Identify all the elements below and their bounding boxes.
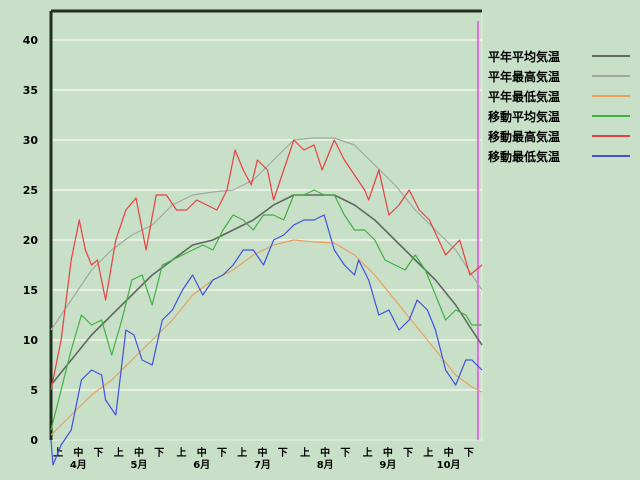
x-dekad-label: 下 bbox=[154, 447, 164, 459]
legend-swatch bbox=[592, 75, 630, 77]
legend-swatch bbox=[592, 135, 630, 137]
x-month-label: 4月 bbox=[70, 459, 87, 471]
legend-swatch bbox=[592, 95, 630, 97]
y-tick-label: 35 bbox=[23, 84, 38, 97]
series-line-1 bbox=[50, 194, 483, 386]
y-tick-label: 5 bbox=[30, 384, 38, 397]
x-month-label: 7月 bbox=[254, 459, 271, 471]
x-dekad-label: 下 bbox=[403, 447, 413, 459]
legend-label: 移動最低気温 bbox=[488, 150, 561, 164]
x-month-label: 10月 bbox=[437, 459, 461, 471]
legend-label: 移動平均気温 bbox=[488, 110, 561, 124]
y-tick-label: 15 bbox=[23, 284, 38, 297]
x-dekad-label: 中 bbox=[257, 446, 267, 459]
x-dekad-label: 上 bbox=[177, 446, 187, 459]
legend-label: 平年最高気温 bbox=[488, 70, 561, 84]
x-dekad-label: 下 bbox=[217, 447, 227, 459]
legend-label: 移動最高気温 bbox=[488, 130, 561, 144]
x-dekad-label: 上 bbox=[300, 446, 310, 459]
x-dekad-label: 中 bbox=[320, 446, 330, 459]
x-dekad-label: 中 bbox=[134, 446, 144, 459]
legend-swatch bbox=[592, 115, 630, 117]
x-dekad-label: 中 bbox=[444, 446, 454, 459]
y-tick-label: 40 bbox=[23, 34, 39, 47]
x-dekad-label: 中 bbox=[383, 446, 393, 459]
x-dekad-label: 上 bbox=[363, 446, 373, 459]
x-dekad-label: 上 bbox=[423, 446, 433, 459]
series-line-2 bbox=[50, 137, 483, 331]
x-month-label: 8月 bbox=[317, 459, 334, 471]
series-line-6 bbox=[50, 214, 483, 466]
y-tick-label: 0 bbox=[30, 434, 38, 447]
y-tick-label: 10 bbox=[23, 334, 39, 347]
x-dekad-label: 中 bbox=[73, 446, 83, 459]
y-tick-label: 25 bbox=[23, 184, 38, 197]
legend-label: 平年最低気温 bbox=[488, 90, 561, 104]
x-dekad-label: 下 bbox=[278, 447, 288, 459]
x-month-label: 6月 bbox=[193, 459, 210, 471]
x-dekad-label: 中 bbox=[197, 446, 207, 459]
series-line-3 bbox=[50, 239, 483, 436]
series-line-4 bbox=[50, 189, 482, 431]
legend-label: 平年平均気温 bbox=[488, 50, 561, 64]
series-line-5 bbox=[50, 139, 483, 391]
x-dekad-label: 下 bbox=[94, 447, 104, 459]
x-dekad-label: 下 bbox=[464, 447, 474, 459]
x-dekad-label: 上 bbox=[237, 446, 247, 459]
x-month-label: 5月 bbox=[131, 459, 148, 471]
legend-swatch bbox=[592, 155, 630, 157]
x-dekad-label: 下 bbox=[340, 447, 350, 459]
y-tick-label: 30 bbox=[23, 134, 39, 147]
x-month-label: 9月 bbox=[379, 459, 396, 471]
legend-swatch bbox=[592, 55, 630, 57]
x-dekad-label: 上 bbox=[114, 446, 124, 459]
y-tick-label: 20 bbox=[23, 234, 39, 247]
